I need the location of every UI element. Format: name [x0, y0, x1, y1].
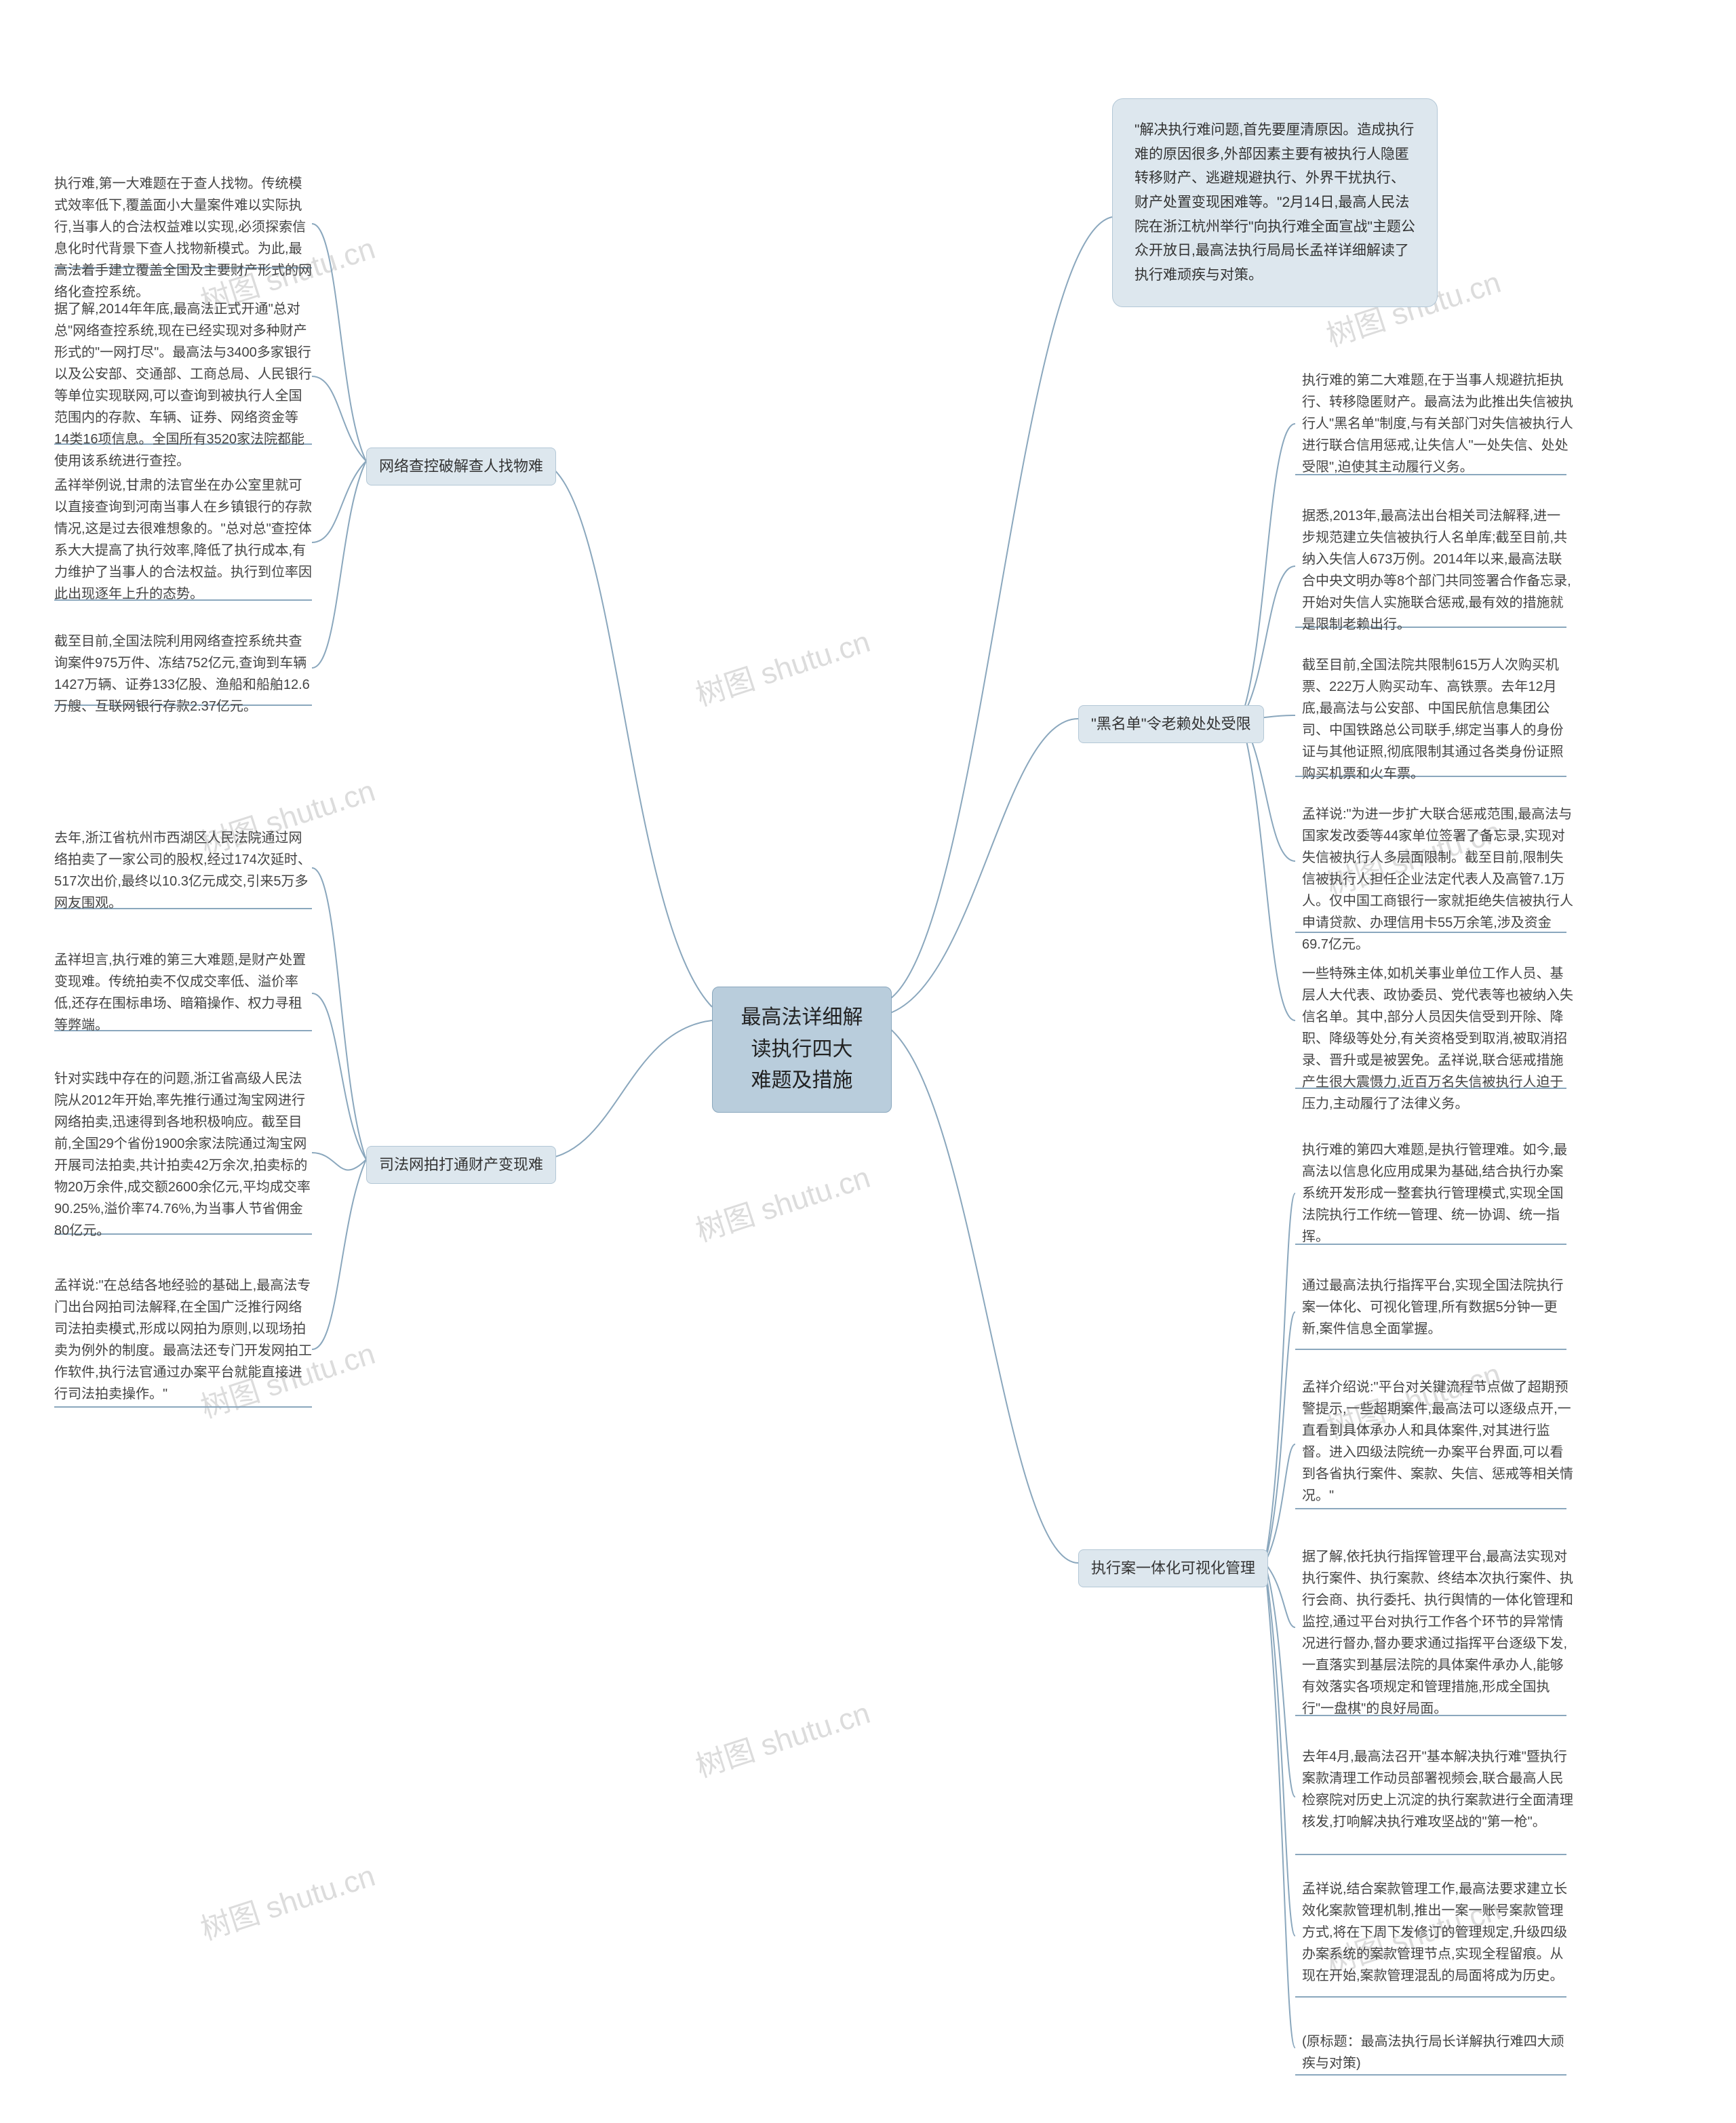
watermark: 树图 shutu.cn — [195, 1851, 380, 1948]
intro-text: "解决执行难问题,首先要厘清原因。造成执行难的原因很多,外部因素主要有被执行人隐… — [1135, 122, 1415, 283]
leaf-node: 孟祥说:"在总结各地经验的基础上,最高法专门出台网拍司法解释,在全国广泛推行网络… — [54, 1275, 312, 1405]
leaf-node: 孟祥举例说,甘肃的法官坐在办公室里就可以直接查询到河南当事人在乡镇银行的存款情况… — [54, 475, 312, 605]
branch-case-management[interactable]: 执行案一体化可视化管理 — [1078, 1549, 1268, 1587]
leaf-node: 一些特殊主体,如机关事业单位工作人员、基层人大代表、政协委员、党代表等也被纳入失… — [1302, 963, 1573, 1115]
branch-blacklist[interactable]: "黑名单"令老赖处处受限 — [1078, 705, 1264, 743]
leaf-node: (原标题：最高法执行局长详解执行难四大顽疾与对策) — [1302, 2031, 1573, 2074]
leaf-node: 据了解,2014年年底,最高法正式开通"总对总"网络查控系统,现在已经实现对多种… — [54, 298, 312, 472]
leaf-node: 截至目前,全国法院共限制615万人次购买机票、222万人购买动车、高铁票。去年1… — [1302, 654, 1573, 785]
leaf-node: 截至目前,全国法院利用网络查控系统共查询案件975万件、冻结752亿元,查询到车… — [54, 631, 312, 717]
leaf-node: 孟祥说:"为进一步扩大联合惩戒范围,最高法与国家发改委等44家单位签署了备忘录,… — [1302, 803, 1573, 955]
leaf-node: 通过最高法执行指挥平台,实现全国法院执行案一体化、可视化管理,所有数据5分钟一更… — [1302, 1275, 1573, 1340]
watermark: 树图 shutu.cn — [690, 1688, 875, 1785]
leaf-node: 孟祥介绍说:"平台对关键流程节点做了超期预警提示,一些超期案件,最高法可以逐级点… — [1302, 1376, 1573, 1507]
leaf-node: 执行难,第一大难题在于查人找物。传统模式效率低下,覆盖面小大量案件难以实际执行,… — [54, 173, 312, 303]
leaf-node: 据了解,依托执行指挥管理平台,最高法实现对执行案件、执行案款、终结本次执行案件、… — [1302, 1546, 1573, 1720]
leaf-node: 执行难的第二大难题,在于当事人规避抗拒执行、转移隐匿财产。最高法为此推出失信被执… — [1302, 370, 1573, 478]
leaf-node: 去年4月,最高法召开"基本解决执行难"暨执行案款清理工作动员部署视频会,联合最高… — [1302, 1746, 1573, 1833]
leaf-node: 执行难的第四大难题,是执行管理难。如今,最高法以信息化应用成果为基础,结合执行办… — [1302, 1139, 1573, 1248]
center-title-line2: 难题及措施 — [732, 1065, 872, 1097]
intro-node[interactable]: "解决执行难问题,首先要厘清原因。造成执行难的原因很多,外部因素主要有被执行人隐… — [1112, 98, 1438, 307]
branch-label: 司法网拍打通财产变现难 — [379, 1156, 543, 1173]
branch-label: 网络查控破解查人找物难 — [379, 458, 543, 475]
leaf-node: 孟祥坦言,执行难的第三大难题,是财产处置变现难。传统拍卖不仅成交率低、溢价率低,… — [54, 949, 312, 1036]
center-node[interactable]: 最高法详细解读执行四大 难题及措施 — [712, 987, 892, 1113]
watermark: 树图 shutu.cn — [690, 617, 875, 714]
branch-label: 执行案一体化可视化管理 — [1091, 1560, 1255, 1576]
center-title-line1: 最高法详细解读执行四大 — [732, 1002, 872, 1065]
leaf-node: 孟祥说,结合案款管理工作,最高法要求建立长效化案款管理机制,推出一案一账号案款管… — [1302, 1878, 1573, 1987]
watermark: 树图 shutu.cn — [690, 1153, 875, 1250]
branch-judicial-auction[interactable]: 司法网拍打通财产变现难 — [366, 1146, 556, 1184]
branch-network-search[interactable]: 网络查控破解查人找物难 — [366, 448, 556, 485]
leaf-node: 针对实践中存在的问题,浙江省高级人民法院从2012年开始,率先推行通过淘宝网进行… — [54, 1068, 312, 1242]
branch-label: "黑名单"令老赖处处受限 — [1091, 715, 1251, 732]
leaf-node: 去年,浙江省杭州市西湖区人民法院通过网络拍卖了一家公司的股权,经过174次延时、… — [54, 827, 312, 914]
leaf-node: 据悉,2013年,最高法出台相关司法解释,进一步规范建立失信被执行人名单库;截至… — [1302, 505, 1573, 635]
